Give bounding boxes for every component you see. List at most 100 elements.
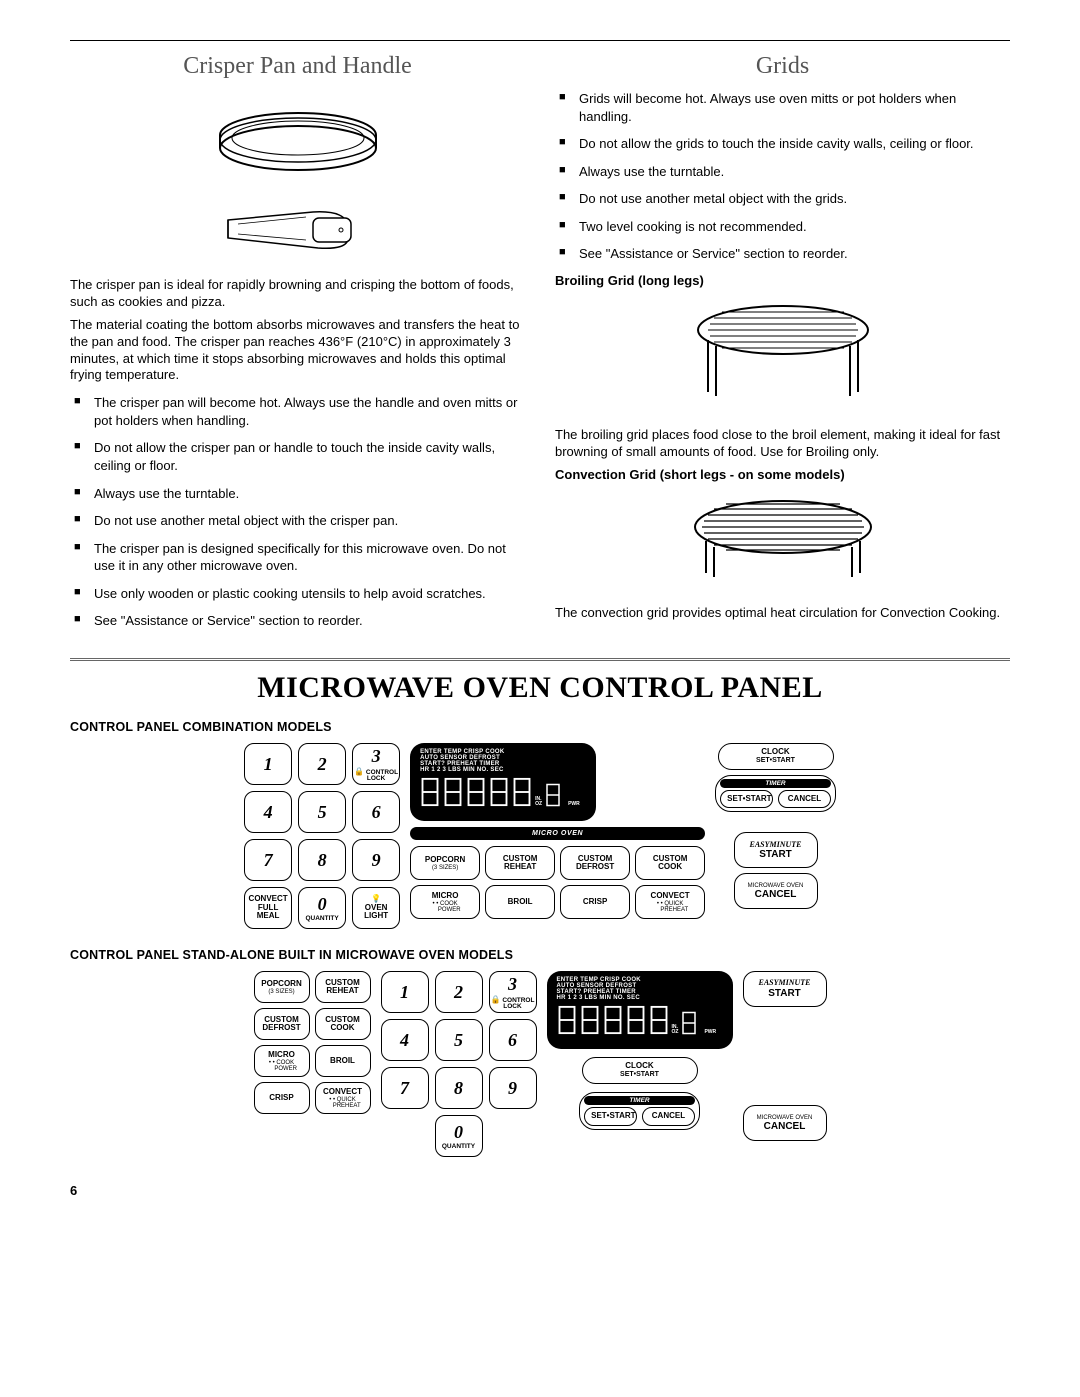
grids-bullets: Grids will become hot. Always use oven m… [555, 90, 1010, 263]
digit-icon [626, 1005, 646, 1035]
panel2-label: CONTROL PANEL STAND-ALONE BUILT IN MICRO… [70, 947, 1010, 963]
grids-column: Grids Grids will become hot. Always use … [555, 45, 1010, 640]
lock-icon: 🔒 [491, 995, 501, 1004]
crisper-bullet: The crisper pan will become hot. Always … [70, 394, 525, 429]
key-1[interactable]: 1 [381, 971, 429, 1013]
btn-broil[interactable]: BROIL [485, 885, 555, 919]
preset-grid: POPCORN(3 SIZES) CUSTOM REHEAT CUSTOM DE… [254, 971, 371, 1114]
btn-crisp[interactable]: CRISP [560, 885, 630, 919]
digit-icon [489, 777, 509, 807]
btn-clock[interactable]: CLOCKSET•START [718, 743, 834, 769]
key-7[interactable]: 7 [244, 839, 292, 881]
btn-microwave-cancel[interactable]: MICROWAVE OVEN CANCEL [734, 873, 818, 909]
key-oven-light[interactable]: 💡OVEN LIGHT [352, 887, 400, 929]
key-0[interactable]: 0QUANTITY [298, 887, 346, 929]
key-convect-full-meal[interactable]: CONVECT FULL MEAL [244, 887, 292, 929]
btn-custom-cook[interactable]: CUSTOM COOK [635, 846, 705, 880]
digit-icon [466, 777, 486, 807]
lcd-display: ENTER TEMP CRISP COOK AUTO SENSOR DEFROS… [547, 971, 733, 1049]
btn-timer-set-start[interactable]: SET•START [584, 1107, 637, 1126]
crisper-heading: Crisper Pan and Handle [70, 53, 525, 80]
crisper-bullet: See "Assistance or Service" section to r… [70, 612, 525, 630]
btn-custom-reheat[interactable]: CUSTOM REHEAT [485, 846, 555, 880]
btn-clock[interactable]: CLOCKSET•START [582, 1057, 698, 1083]
btn-popcorn[interactable]: POPCORN(3 SIZES) [410, 846, 480, 880]
grids-bullet: Do not use another metal object with the… [555, 190, 1010, 208]
key-5[interactable]: 5 [435, 1019, 483, 1061]
crisper-column: Crisper Pan and Handle The crisper pan i… [70, 45, 525, 640]
crisper-intro-2: The material coating the bottom absorbs … [70, 317, 525, 385]
panel-2: POPCORN(3 SIZES) CUSTOM REHEAT CUSTOM DE… [70, 971, 1010, 1157]
key-6[interactable]: 6 [352, 791, 400, 833]
micro-oven-bar: MICRO OVEN [410, 827, 705, 840]
panel1-label: CONTROL PANEL COMBINATION MODELS [70, 719, 1010, 735]
key-3[interactable]: 3🔒 CONTROL LOCK [352, 743, 400, 785]
keypad: 1 2 3🔒 CONTROL LOCK 4 5 6 7 8 9 0QUANTIT… [381, 971, 537, 1157]
btn-micro[interactable]: MICRO• • COOK POWER [410, 885, 480, 919]
btn-timer-cancel[interactable]: CANCEL [778, 790, 831, 809]
btn-crisp[interactable]: CRISP [254, 1082, 310, 1114]
key-2[interactable]: 2 [298, 743, 346, 785]
right-cluster: CLOCKSET•START TIMER SET•START CANCEL EA… [715, 743, 836, 909]
btn-custom-reheat[interactable]: CUSTOM REHEAT [315, 971, 371, 1003]
digit-icon [557, 1005, 577, 1035]
digit-icon [420, 777, 440, 807]
conv-grid-illustration [555, 493, 1010, 591]
key-3[interactable]: 3🔒 CONTROL LOCK [489, 971, 537, 1013]
key-9[interactable]: 9 [489, 1067, 537, 1109]
key-4[interactable]: 4 [381, 1019, 429, 1061]
digit-icon [512, 777, 532, 807]
btn-micro[interactable]: MICRO• • COOK POWER [254, 1045, 310, 1077]
btn-custom-cook[interactable]: CUSTOM COOK [315, 1008, 371, 1040]
right-cluster: EASYMINUTE START MICROWAVE OVEN CANCEL [743, 971, 827, 1141]
btn-timer-set-start[interactable]: SET•START [720, 790, 773, 809]
crisper-bullet: Do not use another metal object with the… [70, 512, 525, 530]
grids-bullet: See "Assistance or Service" section to r… [555, 245, 1010, 263]
panel-1: 1 2 3🔒 CONTROL LOCK 4 5 6 7 8 9 CONVECT … [70, 743, 1010, 929]
grids-bullet: Two level cooking is not recommended. [555, 218, 1010, 236]
top-rule [70, 40, 1010, 41]
btn-popcorn[interactable]: POPCORN(3 SIZES) [254, 971, 310, 1003]
key-9[interactable]: 9 [352, 839, 400, 881]
key-0[interactable]: 0QUANTITY [435, 1115, 483, 1157]
conv-grid-text: The convection grid provides optimal hea… [555, 605, 1010, 622]
digit-icon [603, 1005, 623, 1035]
broil-grid-text: The broiling grid places food close to t… [555, 427, 1010, 461]
digit-icon [681, 1011, 701, 1035]
two-column-section: Crisper Pan and Handle The crisper pan i… [70, 45, 1010, 640]
page-number: 6 [70, 1183, 1010, 1198]
key-7[interactable]: 7 [381, 1067, 429, 1109]
grids-bullet: Do not allow the grids to touch the insi… [555, 135, 1010, 153]
keypad: 1 2 3🔒 CONTROL LOCK 4 5 6 7 8 9 CONVECT … [244, 743, 400, 929]
crisper-bullet: Always use the turntable. [70, 485, 525, 503]
btn-easyminute-start[interactable]: EASYMINUTE START [743, 971, 827, 1007]
btn-timer-cancel[interactable]: CANCEL [642, 1107, 695, 1126]
btn-convect[interactable]: CONVECT• • QUICK PREHEAT [315, 1082, 371, 1114]
grids-bullet: Grids will become hot. Always use oven m… [555, 90, 1010, 125]
btn-easyminute-start[interactable]: EASYMINUTE START [734, 832, 818, 868]
crisper-intro-1: The crisper pan is ideal for rapidly bro… [70, 277, 525, 311]
function-grid: POPCORN(3 SIZES) CUSTOM REHEAT CUSTOM DE… [410, 846, 705, 919]
conv-grid-heading: Convection Grid (short legs - on some mo… [555, 467, 1010, 484]
btn-custom-defrost[interactable]: CUSTOM DEFROST [254, 1008, 310, 1040]
btn-microwave-cancel[interactable]: MICROWAVE OVEN CANCEL [743, 1105, 827, 1141]
lcd-display: ENTER TEMP CRISP COOK AUTO SENSOR DEFROS… [410, 743, 596, 821]
key-2[interactable]: 2 [435, 971, 483, 1013]
key-5[interactable]: 5 [298, 791, 346, 833]
crisper-bullet: The crisper pan is designed specifically… [70, 540, 525, 575]
control-panel-title: MICROWAVE OVEN CONTROL PANEL [70, 671, 1010, 705]
broil-grid-heading: Broiling Grid (long legs) [555, 273, 1010, 290]
btn-custom-defrost[interactable]: CUSTOM DEFROST [560, 846, 630, 880]
grids-heading: Grids [555, 53, 1010, 80]
btn-convect[interactable]: CONVECT• • QUICK PREHEAT [635, 885, 705, 919]
btn-broil[interactable]: BROIL [315, 1045, 371, 1077]
broil-grid-illustration [555, 300, 1010, 413]
key-4[interactable]: 4 [244, 791, 292, 833]
key-8[interactable]: 8 [435, 1067, 483, 1109]
timer-group: TIMER SET•START CANCEL [579, 1092, 700, 1130]
key-1[interactable]: 1 [244, 743, 292, 785]
key-8[interactable]: 8 [298, 839, 346, 881]
lock-icon: 🔒 [354, 767, 364, 776]
digit-icon [443, 777, 463, 807]
key-6[interactable]: 6 [489, 1019, 537, 1061]
